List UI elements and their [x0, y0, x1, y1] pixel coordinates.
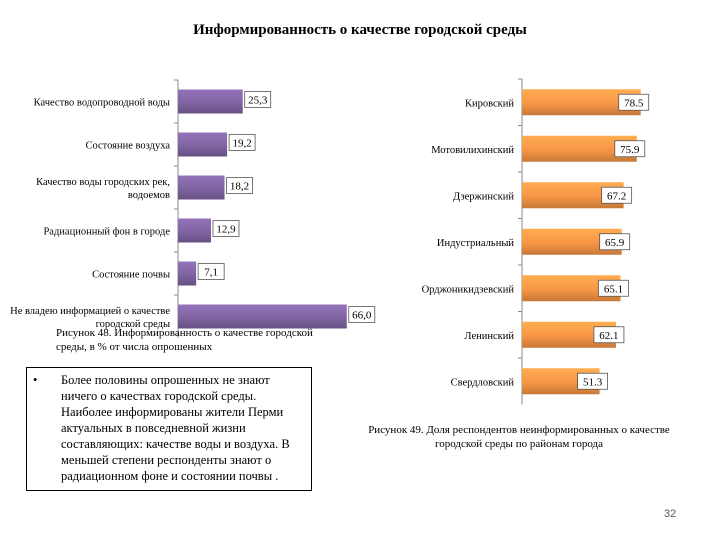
page-title: Информированность о качестве городской с…	[193, 22, 527, 38]
value-label-box	[244, 91, 272, 108]
value-label-box	[599, 233, 631, 251]
data-label: 65.1	[604, 283, 623, 295]
data-label: 66,0	[352, 310, 372, 322]
data-label: 78.5	[624, 97, 644, 109]
summary-text: Более половины опрошенных не знают ничег…	[61, 373, 290, 483]
value-label-box	[601, 186, 633, 204]
value-label-box	[197, 263, 225, 280]
data-label: 65.9	[605, 237, 625, 249]
value-label-box	[348, 306, 376, 323]
figure-48-caption: Рисунок 48. Информированность о качестве…	[56, 327, 313, 353]
bar	[178, 304, 347, 329]
data-label: 75.9	[620, 144, 640, 156]
value-label-box	[577, 372, 608, 390]
category-label: Качество воды городских рек,	[36, 177, 170, 188]
category-label: Состояние почвы	[92, 270, 170, 281]
page-number: 32	[664, 508, 677, 520]
value-label-box	[212, 220, 240, 237]
category-label: городской среды	[96, 319, 170, 330]
category-label: Не владею информацией о качестве	[10, 306, 170, 317]
category-label: Индустриальный	[437, 238, 514, 249]
category-label: Состояние воздуха	[86, 141, 171, 152]
bar	[178, 261, 197, 286]
bar	[178, 175, 225, 200]
category-label: Радиационный фон в городе	[43, 227, 170, 238]
value-label-box	[614, 140, 646, 158]
figure-49-caption: Рисунок 49. Доля респондентов неинформир…	[368, 424, 670, 450]
bar	[178, 132, 228, 157]
category-label: Свердловский	[451, 377, 515, 388]
data-label: 25,3	[248, 95, 268, 107]
data-label: 18,2	[230, 181, 249, 193]
summary-box: • Более половины опрошенных не знают нич…	[26, 367, 312, 491]
bar	[178, 89, 243, 114]
bullet-marker: •	[33, 373, 38, 387]
category-label: Качество водопроводной воды	[34, 98, 170, 109]
category-label: Мотовилихинский	[431, 145, 514, 156]
category-label: Дзержинский	[453, 191, 514, 202]
value-label-box	[228, 134, 256, 151]
data-label: 51.3	[583, 376, 603, 388]
bar	[178, 218, 211, 243]
value-label-box	[618, 93, 650, 111]
category-label: Орджоникидзевский	[422, 284, 515, 295]
data-label: 67.2	[607, 190, 626, 202]
value-label-box	[598, 279, 629, 297]
category-label: Кировский	[465, 98, 514, 109]
data-label: 12,9	[216, 224, 236, 236]
value-label-box	[593, 326, 625, 344]
category-label: водоемов	[128, 190, 170, 201]
data-label: 62.1	[599, 330, 618, 342]
value-label-box	[226, 177, 253, 194]
data-label: 7,1	[204, 267, 218, 279]
category-label: Ленинский	[464, 331, 514, 342]
data-label: 19,2	[232, 138, 251, 150]
